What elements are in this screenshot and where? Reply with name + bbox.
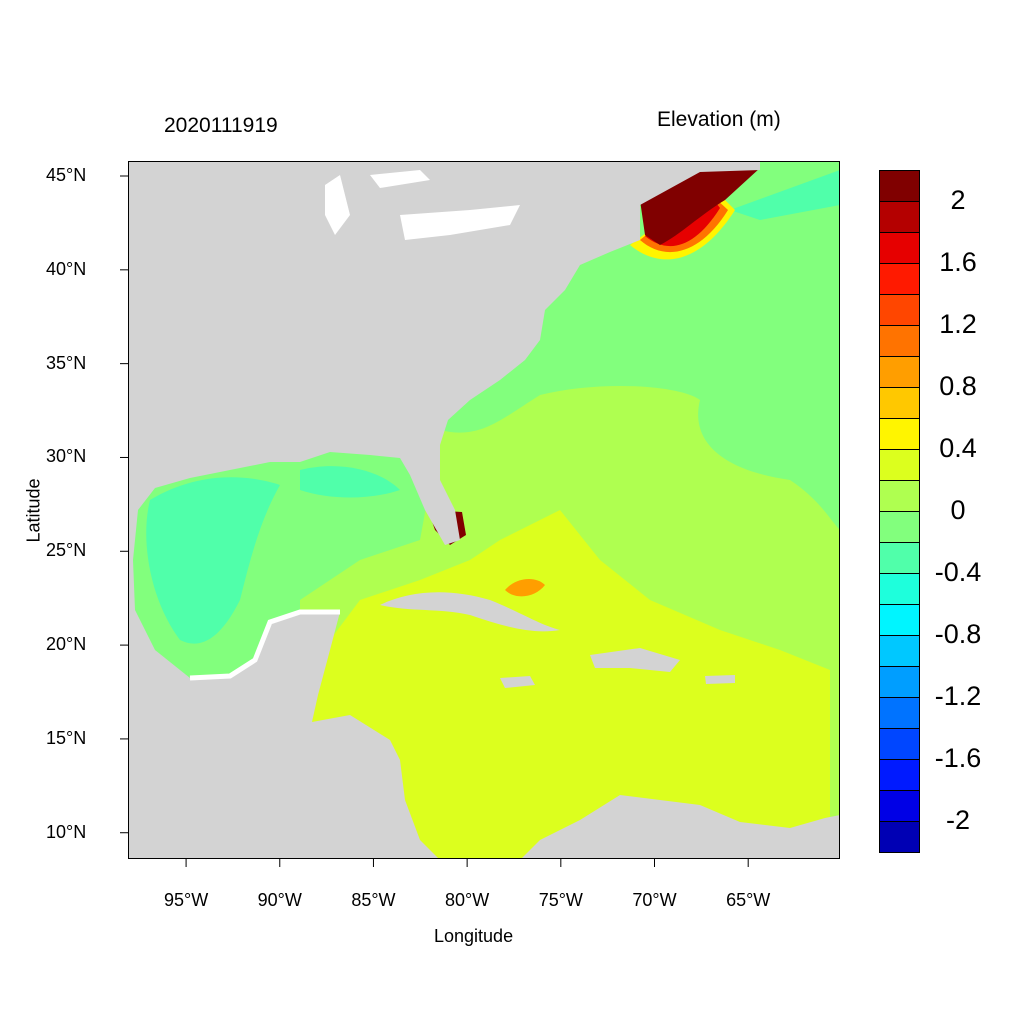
- colorbar-swatch: [879, 263, 920, 295]
- jamaica-land: [500, 676, 535, 688]
- plot-frame: [128, 161, 840, 859]
- colorbar-label: 2: [950, 185, 966, 215]
- south-america-land: [521, 795, 840, 859]
- colorbar-swatch: [879, 604, 920, 636]
- x-tick-label: 75°W: [538, 890, 583, 910]
- y-tick-label: 35°N: [46, 352, 87, 373]
- y-tick-label: 40°N: [46, 258, 87, 279]
- north-america-land: [128, 161, 760, 859]
- colorbar-label: -1.2: [934, 681, 982, 711]
- colorbar-swatch: [879, 449, 920, 481]
- gulf-teal-west: [146, 477, 280, 644]
- colorbar-swatch: [879, 232, 920, 264]
- x-tick-label: 95°W: [163, 890, 209, 910]
- colorbar-swatch: [879, 821, 920, 853]
- variable-title: Elevation (m): [657, 108, 781, 131]
- great-lakes: [325, 170, 520, 240]
- y-tick-label: 10°N: [46, 821, 87, 842]
- x-tick-label: 90°W: [257, 890, 302, 910]
- colorbar-swatch: [879, 790, 920, 822]
- timestamp-title: 2020111919: [164, 114, 278, 137]
- colorbar-swatch: [879, 511, 920, 543]
- colorbar-swatch: [879, 201, 920, 233]
- colorbar-label: -0.4: [934, 557, 982, 587]
- gulf-teal-north: [300, 466, 400, 498]
- colorbar-swatch: [879, 728, 920, 760]
- colorbar-swatch: [879, 387, 920, 419]
- puerto-rico-land: [705, 675, 735, 684]
- colorbar-swatch: [879, 356, 920, 388]
- colorbar-label: 0.8: [939, 371, 977, 401]
- colorbar-swatch: [879, 418, 920, 450]
- y-tick-label: 45°N: [46, 165, 87, 185]
- colorbar-label: -1.6: [934, 743, 982, 773]
- y-tick-label: 30°N: [46, 446, 87, 467]
- y-tick-label: 20°N: [46, 634, 87, 655]
- colorbar-swatch: [879, 666, 920, 698]
- colorbar-swatch: [879, 635, 920, 667]
- colorbar-swatch: [879, 759, 920, 791]
- colorbar-swatch: [879, 325, 920, 357]
- x-tick-label: 65°W: [726, 890, 771, 910]
- colorbar-label: -0.8: [934, 619, 982, 649]
- colorbar-swatch: [879, 294, 920, 326]
- colorbar-swatch: [879, 542, 920, 574]
- colorbar-swatch: [879, 697, 920, 729]
- y-tick-label: 15°N: [46, 727, 87, 748]
- colorbar-label: 1.6: [939, 247, 977, 277]
- yucatan-coast-white: [189, 609, 340, 681]
- colorbar-swatch: [879, 170, 920, 202]
- x-axis-label: Longitude: [434, 926, 514, 946]
- colorbar-label: 0.4: [939, 433, 977, 463]
- x-tick-label: 80°W: [445, 890, 490, 910]
- colorbar-label: 0: [950, 495, 966, 525]
- x-tick-label: 85°W: [351, 890, 396, 910]
- ne-teal: [730, 170, 840, 220]
- colorbar-swatch: [879, 573, 920, 605]
- y-tick-label: 25°N: [46, 540, 87, 561]
- x-tick-label: 70°W: [632, 890, 677, 910]
- y-axis-label: Latitude: [23, 478, 44, 543]
- bahamas-orange: [505, 578, 545, 597]
- hispaniola-land: [590, 648, 680, 672]
- colorbar-swatch: [879, 480, 920, 512]
- colorbar-label: 1.2: [939, 309, 977, 339]
- colorbar-label: -2: [945, 805, 970, 835]
- cuba-land: [380, 592, 560, 632]
